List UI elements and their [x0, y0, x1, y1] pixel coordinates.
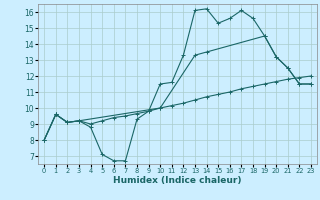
X-axis label: Humidex (Indice chaleur): Humidex (Indice chaleur) [113, 176, 242, 185]
